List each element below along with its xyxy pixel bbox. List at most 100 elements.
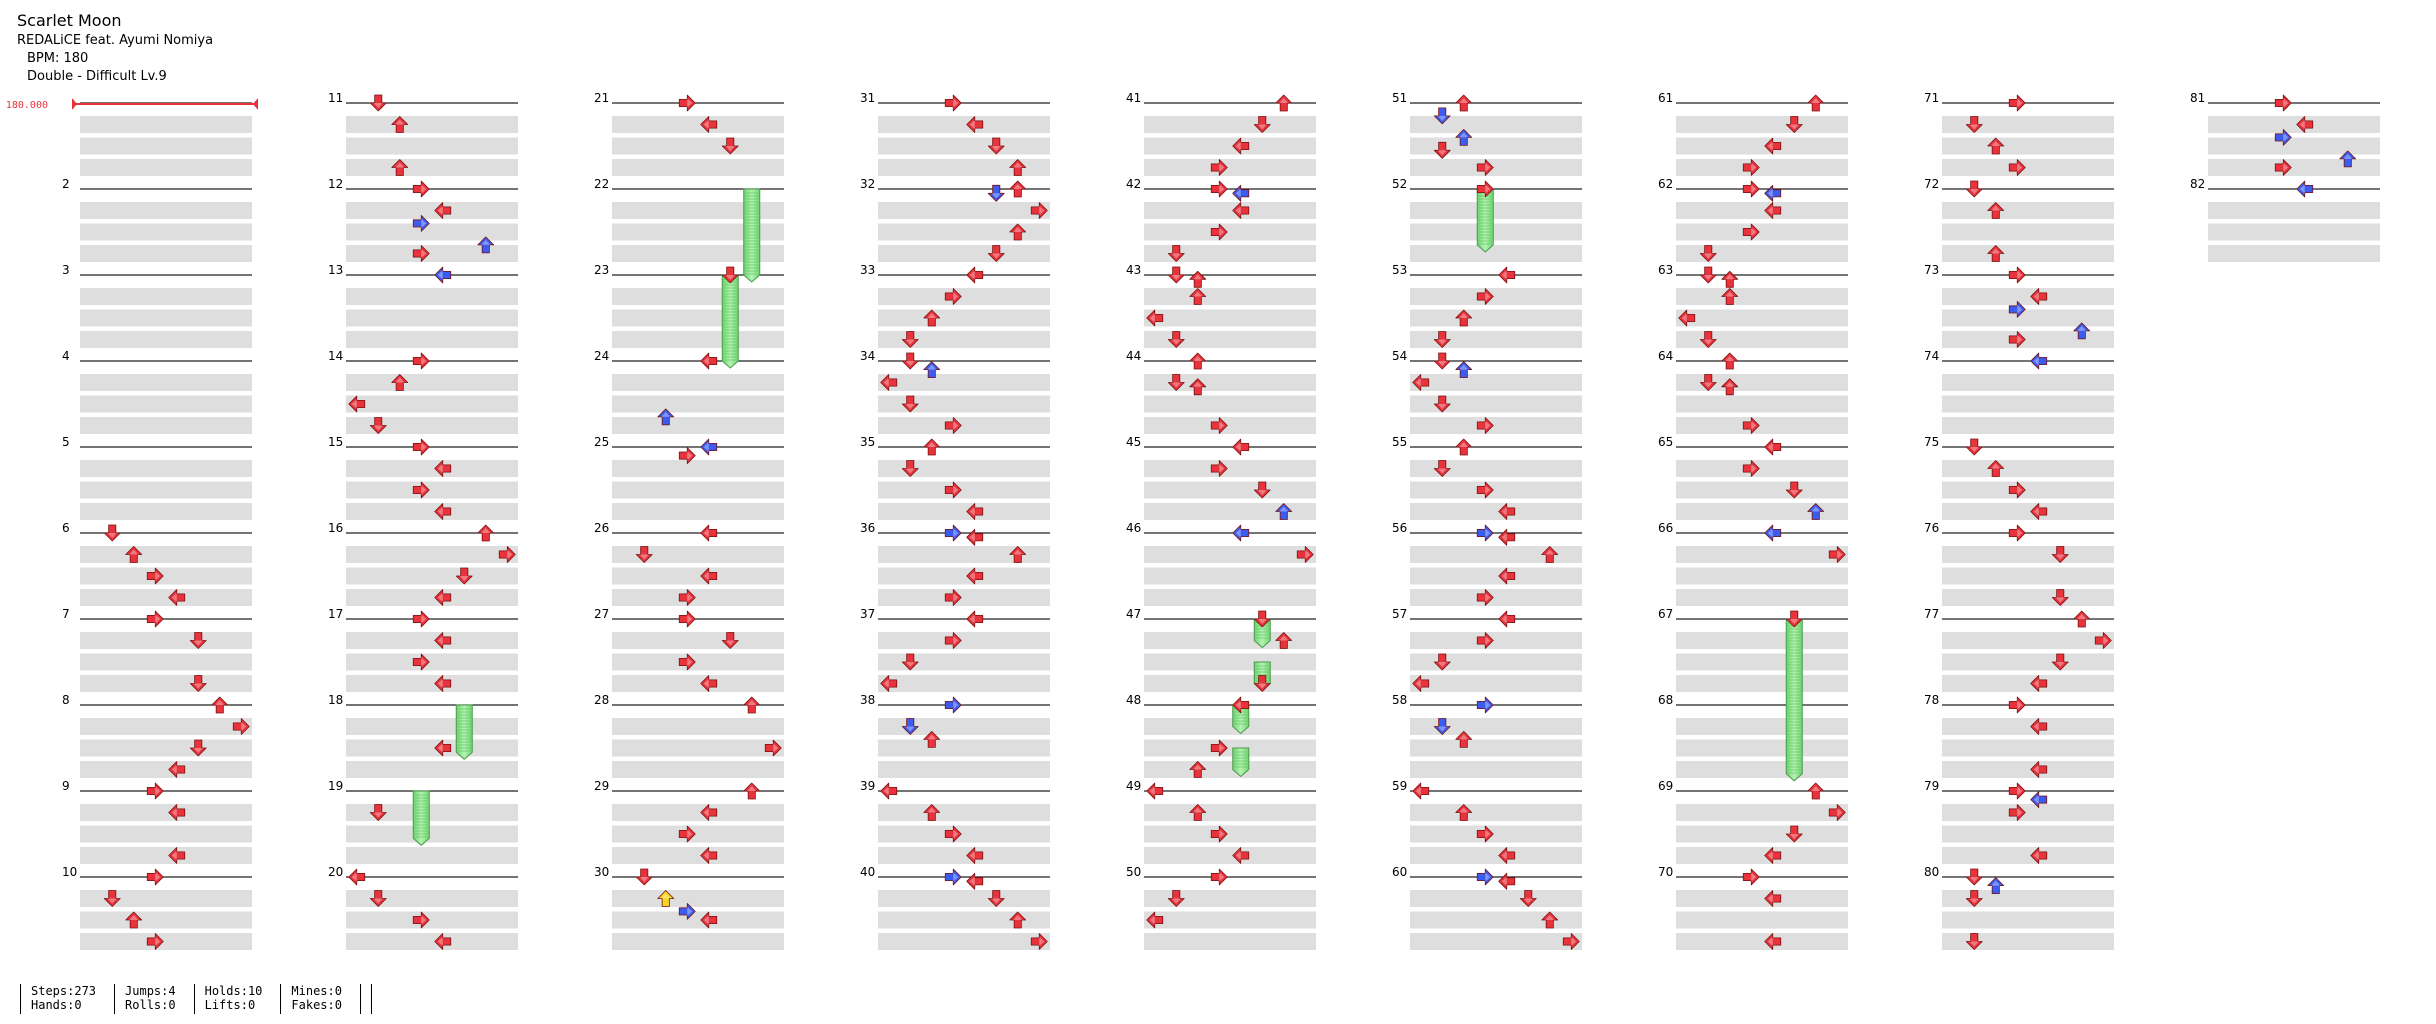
beat-band xyxy=(878,288,1050,305)
beat-band xyxy=(346,395,518,413)
measure-number: 30 xyxy=(594,865,609,879)
hold-notes xyxy=(412,188,1803,846)
beat-band xyxy=(878,739,1050,757)
measure-number: 59 xyxy=(1392,779,1407,793)
beat-band xyxy=(1410,911,1582,929)
beat-band xyxy=(1410,890,1582,907)
measure-number: 28 xyxy=(594,693,609,707)
beat-band xyxy=(80,481,252,499)
beat-band xyxy=(1144,761,1316,778)
beat-band xyxy=(1942,481,2114,499)
measure-number: 11 xyxy=(328,91,343,105)
beat-band xyxy=(1676,761,1848,778)
beat-band xyxy=(612,567,784,585)
measure-number: 6 xyxy=(62,521,70,535)
lifts-count: Lifts:0 xyxy=(204,998,256,1012)
measure-number: 77 xyxy=(1924,607,1939,621)
beat-band xyxy=(1676,567,1848,585)
step-arrow xyxy=(391,116,409,133)
beat-band xyxy=(1410,202,1582,219)
step-arrow xyxy=(369,417,387,434)
step-arrow xyxy=(1764,890,1782,907)
measure-number: 73 xyxy=(1924,263,1939,277)
step-arrow xyxy=(1433,395,1451,413)
beat-band xyxy=(1144,653,1316,671)
step-arrow xyxy=(189,632,207,649)
beat-band xyxy=(346,847,518,864)
step-arrow xyxy=(434,202,452,219)
beat-band xyxy=(1942,159,2114,176)
measure-number: 60 xyxy=(1392,865,1407,879)
beat-band xyxy=(1942,825,2114,843)
beat-band xyxy=(612,890,784,907)
beat-band xyxy=(346,223,518,241)
steps-count: Steps:273 xyxy=(31,984,97,998)
beat-band xyxy=(80,675,252,692)
step-arrow xyxy=(700,116,718,133)
step-arrow xyxy=(901,460,919,477)
measure-number: 71 xyxy=(1924,91,1939,105)
step-arrow xyxy=(1764,137,1782,155)
stats-col-holds: Holds:10 Lifts:0 xyxy=(193,984,281,1014)
step-arrow xyxy=(1699,245,1717,262)
beat-band xyxy=(612,718,784,735)
step-arrow xyxy=(369,890,387,907)
step-arrow xyxy=(2008,159,2026,176)
step-arrow xyxy=(1167,266,1185,284)
beat-band xyxy=(1676,632,1848,649)
beat-band xyxy=(612,933,784,950)
step-arrow xyxy=(1764,933,1782,950)
step-arrow xyxy=(1210,868,1228,886)
beat-band xyxy=(346,718,518,735)
step-arrow xyxy=(1412,374,1430,391)
measure-number: 25 xyxy=(594,435,609,449)
step-arrow xyxy=(944,868,962,886)
step-arrow xyxy=(700,352,718,370)
step-arrow xyxy=(434,589,452,606)
step-arrow xyxy=(678,94,696,112)
measure-number: 7 xyxy=(62,607,70,621)
beat-band xyxy=(346,761,518,778)
step-arrow xyxy=(1232,696,1250,714)
beat-band xyxy=(1942,804,2114,821)
step-arrow xyxy=(1807,503,1825,520)
beat-band xyxy=(1942,589,2114,606)
step-arrow xyxy=(1764,524,1782,542)
beat-band xyxy=(1144,890,1316,907)
step-arrow xyxy=(1742,868,1760,886)
beat-band xyxy=(878,116,1050,133)
step-arrow xyxy=(412,245,430,262)
step-arrow xyxy=(880,782,898,800)
step-arrow xyxy=(721,266,739,284)
step-arrow xyxy=(477,524,495,542)
step-arrow xyxy=(2008,782,2026,800)
beat-band xyxy=(1676,331,1848,348)
beat-band xyxy=(1144,933,1316,950)
measure-number: 38 xyxy=(860,693,875,707)
beat-band xyxy=(612,804,784,821)
step-arrow xyxy=(1030,933,1048,950)
beat-band xyxy=(1144,825,1316,843)
step-arrow xyxy=(923,804,941,821)
beat-band xyxy=(878,911,1050,929)
measure-number: 20 xyxy=(328,865,343,879)
beat-band xyxy=(1144,331,1316,348)
step-arrow xyxy=(2030,352,2048,370)
beat-band xyxy=(1410,159,1582,176)
measure-number: 50 xyxy=(1126,865,1141,879)
step-arrow xyxy=(1498,567,1516,585)
beat-band xyxy=(1410,825,1582,843)
step-arrow xyxy=(944,589,962,606)
measure-number: 82 xyxy=(2190,177,2205,191)
measure-number: 75 xyxy=(1924,435,1939,449)
step-arrow xyxy=(944,825,962,843)
beat-band xyxy=(346,825,518,843)
beat-band xyxy=(1410,589,1582,606)
step-arrow xyxy=(1498,503,1516,520)
measure-number: 58 xyxy=(1392,693,1407,707)
measure-number: 63 xyxy=(1658,263,1673,277)
measure-number: 46 xyxy=(1126,521,1141,535)
beat-band xyxy=(346,911,518,929)
step-arrow xyxy=(901,331,919,348)
step-arrow xyxy=(477,236,495,254)
